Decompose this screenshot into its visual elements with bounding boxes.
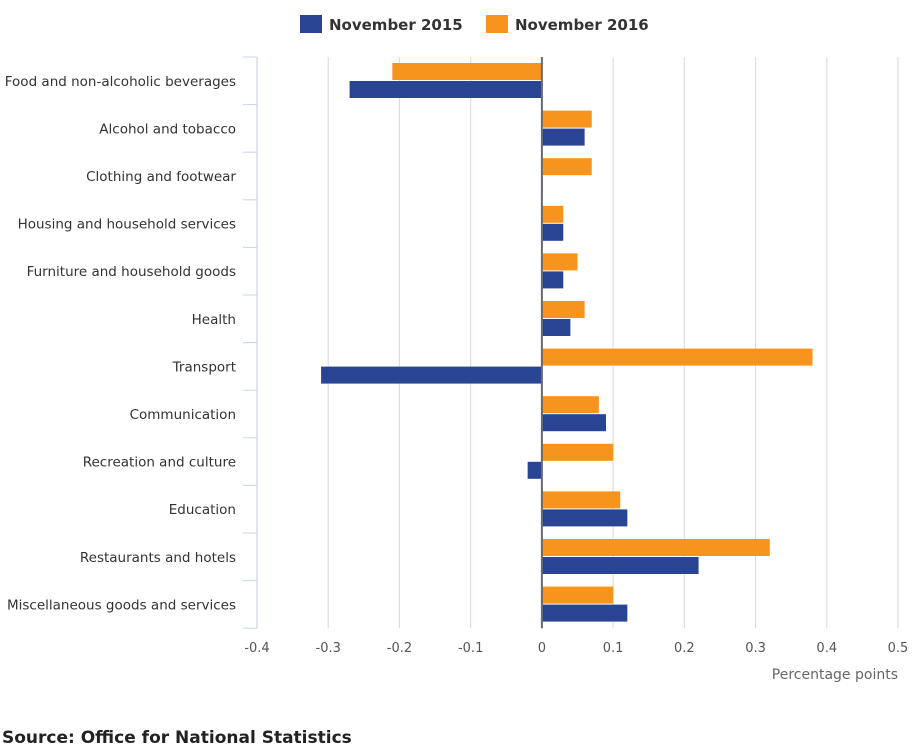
- bar-november-2015: [527, 461, 542, 479]
- category-label: Education: [169, 502, 236, 518]
- bar-november-2015: [541, 557, 699, 574]
- bar-november-2015: [541, 319, 571, 336]
- x-tick-labels: -0.4 -0.3 -0.2 -0.1 0 0.1 0.2 0.3 0.4 0.5: [244, 641, 908, 656]
- x-axis-title: Percentage points: [772, 667, 898, 683]
- legend: November 2015 November 2016: [300, 15, 649, 34]
- bar-november-2016: [541, 205, 564, 223]
- bar-november-2015: [541, 271, 564, 289]
- bar-november-2015: [541, 223, 564, 241]
- bar-november-2016: [541, 396, 599, 414]
- chart: Food and non-alcoholic beverages Alcohol …: [5, 15, 908, 683]
- bar-november-2015: [349, 81, 542, 98]
- x-tick-label: 0.4: [816, 641, 837, 656]
- gridlines: [256, 57, 899, 629]
- legend-label: November 2015: [329, 16, 463, 34]
- category-label: Transport: [172, 359, 236, 375]
- category-label: Housing and household services: [18, 217, 236, 233]
- bar-november-2016: [541, 491, 621, 509]
- category-label: Furniture and household goods: [27, 264, 236, 280]
- source-note: Source: Office for National Statistics: [2, 728, 352, 748]
- x-tick-label: -0.2: [387, 641, 412, 656]
- x-tick-label: 0.3: [745, 641, 766, 656]
- bar-november-2016: [541, 301, 585, 318]
- category-labels: Food and non-alcoholic beverages Alcohol …: [5, 74, 237, 614]
- category-label: Clothing and footwear: [86, 169, 236, 185]
- bar-november-2016: [541, 539, 770, 556]
- x-tick-label: 0.5: [888, 641, 909, 656]
- legend-swatch: [300, 15, 322, 33]
- category-label: Food and non-alcoholic beverages: [5, 74, 236, 90]
- bar-november-2016: [541, 253, 578, 271]
- category-separators: [243, 56, 258, 629]
- bar-november-2016: [541, 110, 592, 128]
- bar-november-2015: [321, 366, 542, 384]
- x-tick-label: -0.4: [244, 641, 269, 656]
- x-tick-label: -0.3: [316, 641, 341, 656]
- bar-november-2016: [392, 63, 542, 80]
- category-label: Communication: [130, 407, 236, 423]
- bar-november-2016: [541, 158, 592, 176]
- bar-november-2016: [541, 348, 813, 366]
- category-label: Alcohol and tobacco: [99, 121, 236, 137]
- category-label: Miscellaneous goods and services: [7, 597, 236, 613]
- bar-november-2015: [541, 414, 606, 432]
- bar-november-2016: [541, 443, 614, 461]
- bars: [321, 63, 813, 622]
- x-tick-label: 0.1: [603, 641, 624, 656]
- category-label: Health: [192, 312, 236, 328]
- bar-november-2015: [541, 128, 585, 146]
- bar-november-2015: [541, 509, 628, 527]
- bar-november-2015: [541, 604, 628, 622]
- legend-label: November 2016: [515, 16, 649, 34]
- bar-november-2016: [541, 586, 614, 604]
- x-tick-label: 0.2: [674, 641, 695, 656]
- category-label: Restaurants and hotels: [80, 550, 236, 566]
- x-tick-label: 0: [538, 641, 546, 656]
- category-label: Recreation and culture: [83, 455, 236, 471]
- legend-swatch: [486, 15, 508, 33]
- x-tick-label: -0.1: [458, 641, 483, 656]
